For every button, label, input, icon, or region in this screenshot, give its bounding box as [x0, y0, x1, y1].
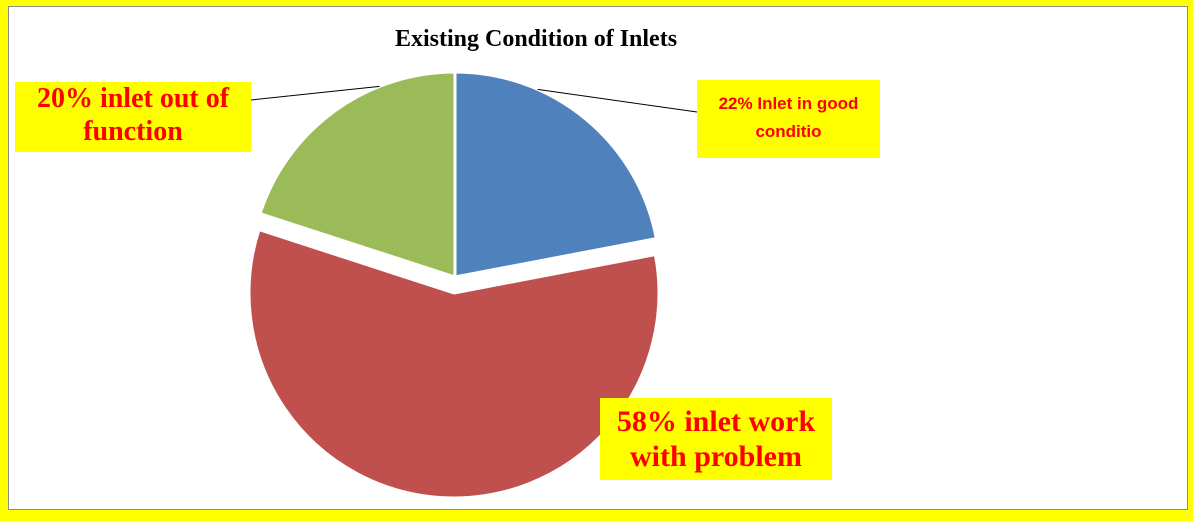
leader-line: [537, 88, 698, 113]
pie-slice: [247, 227, 661, 500]
data-label: 58% inlet work with problem: [600, 398, 832, 480]
pie-slice: [258, 70, 457, 280]
data-label: 22% Inlet in good conditio: [697, 80, 880, 158]
pie-slice: [453, 70, 659, 279]
data-label: 20% inlet out of function: [15, 82, 251, 152]
chart-title: Existing Condition of Inlets: [394, 26, 678, 52]
leader-line: [250, 85, 380, 101]
